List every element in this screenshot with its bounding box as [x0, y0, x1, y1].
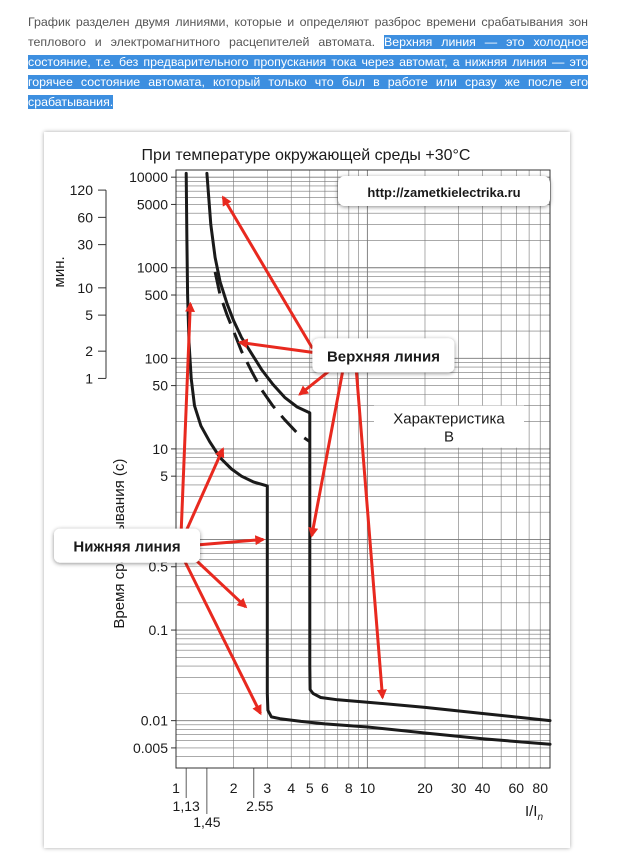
- minutes-label: мин.: [51, 256, 68, 287]
- y-tick-label: 500: [145, 287, 169, 303]
- red-arrow: [354, 372, 387, 700]
- tripping-curve-chart: 10000 5000 1000 500 100 50 10 5 1 0.5 0.1 0.01 0.005…: [51, 147, 552, 830]
- x-tick-label: 80: [532, 780, 548, 796]
- minutes-tick-label: 120: [70, 182, 94, 198]
- intro-text: График разделен двумя линиями, которые и…: [28, 15, 588, 49]
- x-tick-label: 3: [263, 780, 271, 796]
- plot-border: [175, 169, 551, 769]
- x-axis-label-subscript: n: [537, 812, 543, 823]
- y-tick-label: 10: [152, 441, 168, 457]
- y-tick-label: 5000: [137, 196, 168, 212]
- red-arrow: [188, 535, 266, 548]
- y-tick-label: 10000: [129, 169, 168, 185]
- red-arrow: [187, 552, 248, 609]
- x-extra-tick-label: 1,13: [173, 798, 200, 814]
- y-tick-label: 0.005: [133, 740, 168, 756]
- red-arrow: [179, 301, 196, 536]
- curve-group: [184, 171, 552, 746]
- x-tick-label: 6: [321, 780, 329, 796]
- chart-frame: [105, 169, 551, 769]
- x-tick-label: 10: [360, 780, 376, 796]
- x-axis-label: I/In: [525, 803, 544, 823]
- x-tick-label: 5: [306, 780, 314, 796]
- y-tick-label: 5: [160, 468, 168, 484]
- red-arrow: [298, 367, 334, 396]
- minutes-tick-label: 60: [77, 209, 93, 225]
- red-arrow: [237, 338, 313, 354]
- y-tick-label: 0.01: [141, 713, 168, 729]
- upper-line-label-box: [312, 338, 455, 373]
- upper-line-label: Верхняя линия: [327, 348, 440, 365]
- x-extra-tick-label: 2.55: [246, 798, 273, 814]
- characteristic-label-bg: [374, 405, 524, 448]
- y-tick-label: 0.5: [149, 559, 169, 575]
- y-tick-label: 100: [145, 350, 169, 366]
- red-arrow: [181, 556, 262, 716]
- x-tick-label: 1: [172, 780, 180, 796]
- red-arrow: [308, 372, 344, 538]
- minutes-tick-label: 30: [77, 237, 93, 253]
- minutes-tick-label: 10: [77, 280, 93, 296]
- y-tick-label: 0.1: [149, 622, 169, 638]
- intro-paragraph: График разделен двумя линиями, которые и…: [28, 12, 588, 112]
- x-extra-tick-label: 1,45: [193, 814, 220, 830]
- x-tick-label: 30: [451, 780, 467, 796]
- y-tick-label: 1000: [137, 260, 168, 276]
- x-tick-label: 60: [509, 780, 525, 796]
- characteristic-label-line: B: [444, 429, 454, 446]
- characteristic-label-line: Характеристика: [393, 411, 505, 428]
- lower-curve: [184, 171, 552, 746]
- chart-title: При температуре окружающей среды +30°C: [142, 147, 471, 164]
- watermark-box: [338, 176, 550, 206]
- watermark-text: http://zametkielectrika.ru: [367, 185, 520, 200]
- x-tick-label: 40: [475, 780, 491, 796]
- x-tick-label: 4: [287, 780, 295, 796]
- lower-line-label-box: [54, 528, 200, 563]
- y-tick-label: 50: [152, 378, 168, 394]
- x-tick-label: 8: [345, 780, 353, 796]
- chart-figure: 10000 5000 1000 500 100 50 10 5 1 0.5 0.1 0.01 0.005…: [44, 132, 570, 848]
- minutes-tick-label: 1: [85, 370, 93, 386]
- red-arrow: [183, 447, 225, 535]
- x-tick-label: 2: [230, 780, 238, 796]
- x-tick-label: 20: [417, 780, 433, 796]
- upper-curve: [205, 171, 552, 723]
- arrow-group: [179, 195, 387, 716]
- tick-labels: 10000 5000 1000 500 100 50 10 5 1 0.5 0.1 0.01 0.005…: [70, 169, 549, 830]
- red-arrow: [221, 195, 314, 350]
- annotation-group: При температуре окружающей среды +30°CВр…: [51, 147, 550, 629]
- upper-hot-curve: [213, 271, 311, 443]
- lower-line-label: Нижняя линия: [73, 539, 180, 556]
- minutes-tick-label: 5: [85, 307, 93, 323]
- minutes-tick-label: 2: [85, 343, 93, 359]
